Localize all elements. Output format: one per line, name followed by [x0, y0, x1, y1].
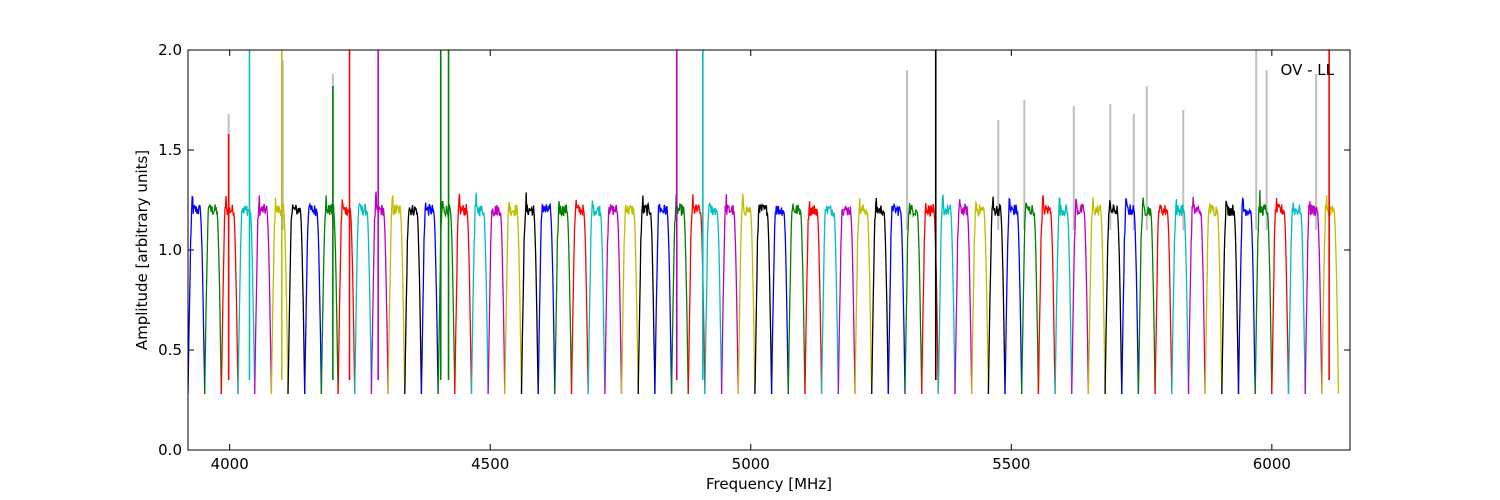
channel-series-line [1271, 198, 1290, 395]
channel-series-line [754, 202, 773, 395]
channel-series-line [987, 196, 1006, 395]
channel-series-line [937, 194, 956, 395]
channel-series-line [1037, 195, 1056, 395]
channel-series-line [971, 200, 990, 395]
channel-series-line [587, 200, 606, 395]
channel-series-line [254, 195, 273, 395]
x-axis-label: Frequency [MHz] [706, 475, 832, 493]
x-tick-label: 4000 [211, 455, 249, 473]
channel-series-line [637, 195, 656, 395]
channel-series-line [337, 199, 356, 395]
channel-series-line [1304, 201, 1323, 395]
channel-series-line [1071, 198, 1090, 395]
channel-series-line [1054, 197, 1073, 395]
channel-series-line [670, 194, 689, 395]
y-axis-label: Amplitude [arbitrary units] [133, 150, 151, 350]
channel-series-line [1021, 202, 1040, 395]
channel-series-line [354, 202, 373, 395]
channel-series-line [470, 192, 489, 395]
channel-series-line [904, 203, 923, 395]
channel-series-line [837, 205, 856, 395]
channel-series-line [620, 204, 639, 395]
channel-series-line [504, 202, 523, 395]
y-tick-label: 2.0 [158, 41, 182, 59]
channel-series-line [1204, 203, 1223, 395]
channel-series-line [420, 202, 439, 395]
channel-series-line [704, 201, 723, 395]
channel-series-line [204, 203, 222, 395]
channel-series-line [1221, 200, 1240, 395]
channel-series-line [1287, 202, 1306, 395]
channel-series-line [304, 201, 323, 395]
channel-series-line [720, 194, 739, 395]
channel-series-line [1137, 197, 1156, 395]
y-tick-label: 1.5 [158, 141, 182, 159]
channel-series-line [487, 204, 506, 395]
channel-series-line [820, 205, 839, 395]
channel-series-line [554, 201, 573, 395]
channel-series-line [1187, 196, 1206, 395]
channel-series-line [770, 205, 789, 395]
channel-series-line [887, 202, 906, 395]
x-tick-label: 5000 [732, 455, 770, 473]
channel-series-line [1321, 195, 1340, 395]
channel-series-line [1237, 196, 1256, 395]
y-tick-label: 1.0 [158, 241, 182, 259]
channel-series-line [287, 204, 306, 395]
channel-series-layer [188, 50, 1340, 395]
channel-series-line [1104, 200, 1123, 395]
channel-series-line [854, 198, 873, 395]
channel-series-line [654, 203, 673, 395]
channel-series-line [804, 201, 823, 395]
panel-annotation: OV - LL [1281, 61, 1335, 79]
channel-series-line [537, 202, 556, 395]
channel-series-line [454, 193, 473, 395]
channel-series-line [787, 203, 806, 395]
y-tick-label: 0.5 [158, 341, 182, 359]
y-tick-label: 0.0 [158, 441, 182, 459]
x-tick-label: 5500 [992, 455, 1030, 473]
channel-series-line [404, 205, 423, 395]
channel-series-line [1254, 190, 1273, 395]
channel-series-line [954, 199, 973, 395]
channel-series-line [387, 195, 406, 395]
channel-series-line [871, 197, 889, 395]
channel-series-line [604, 204, 623, 395]
x-tick-label: 4500 [471, 455, 509, 473]
channel-series-line [370, 191, 389, 395]
channel-series-line [570, 199, 589, 395]
channel-series-line [1087, 197, 1106, 395]
x-tick-label: 6000 [1253, 455, 1291, 473]
channel-series-line [270, 197, 289, 395]
channel-series-line [320, 195, 339, 395]
axis-ticks: 4000 4500 5000 5500 6000 0.0 0.5 1.0 1.5 2.0 [158, 41, 1350, 473]
channel-series-line [737, 194, 756, 395]
channel-series-line [1171, 199, 1190, 395]
channel-series-line [520, 192, 539, 395]
channel-series-line [220, 195, 239, 395]
channel-series-line [1004, 197, 1023, 395]
channel-series-line [1121, 198, 1140, 395]
channel-series-line [1154, 204, 1173, 395]
channel-series-line [188, 195, 206, 395]
channel-series-line [237, 205, 256, 395]
